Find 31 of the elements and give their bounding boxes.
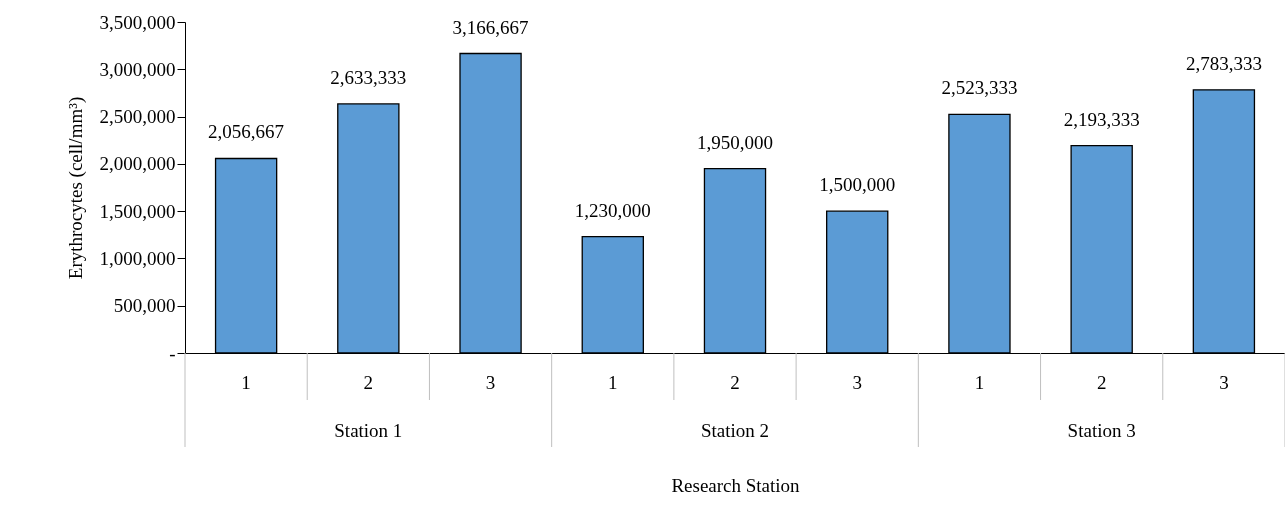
x-tick-label: 1 <box>241 371 251 393</box>
text: Station 2 <box>700 420 770 441</box>
text: Station 3 <box>1067 420 1136 441</box>
text: Station 1 <box>334 420 403 441</box>
y-tick-label: - <box>169 342 176 364</box>
data-label: 1,500,000 <box>819 174 896 196</box>
data-label: 1,230,000 <box>574 199 651 221</box>
x-tick-label: 1 <box>974 371 985 393</box>
data-label: 2,633,333 <box>330 66 407 88</box>
y-tick-label: 1,500,000 <box>99 200 176 222</box>
x-tick-label: 2 <box>363 371 374 393</box>
y-tick-label: 2,000,000 <box>99 153 176 175</box>
x-tick-label: 2 <box>1096 371 1107 393</box>
y-tick-label: 2,500,000 <box>99 106 176 128</box>
y-axis-title: Erythrocytes (cell/mm³) <box>64 96 87 280</box>
x-tick-label: 3 <box>852 371 862 393</box>
x-tick-label: 2 <box>730 371 740 393</box>
data-label: 3,166,667 <box>452 16 529 38</box>
data-label: 2,783,333 <box>1185 52 1262 74</box>
data-label: 1,950,000 <box>697 131 773 153</box>
y-tick-label: 1,000,000 <box>99 247 176 269</box>
x-tick-label: 1 <box>608 371 618 393</box>
data-label: 2,056,667 <box>208 121 285 143</box>
data-label: 2,523,333 <box>941 77 1018 99</box>
data-label: 2,193,333 <box>1063 108 1140 130</box>
x-axis-title: Research Station <box>671 474 801 496</box>
y-tick-label: 3,500,000 <box>99 11 176 33</box>
x-tick-label: 3 <box>1219 371 1229 393</box>
y-tick-label: 3,000,000 <box>99 58 176 80</box>
y-tick-label: 500,000 <box>113 295 176 317</box>
x-tick-label: 3 <box>485 371 496 393</box>
